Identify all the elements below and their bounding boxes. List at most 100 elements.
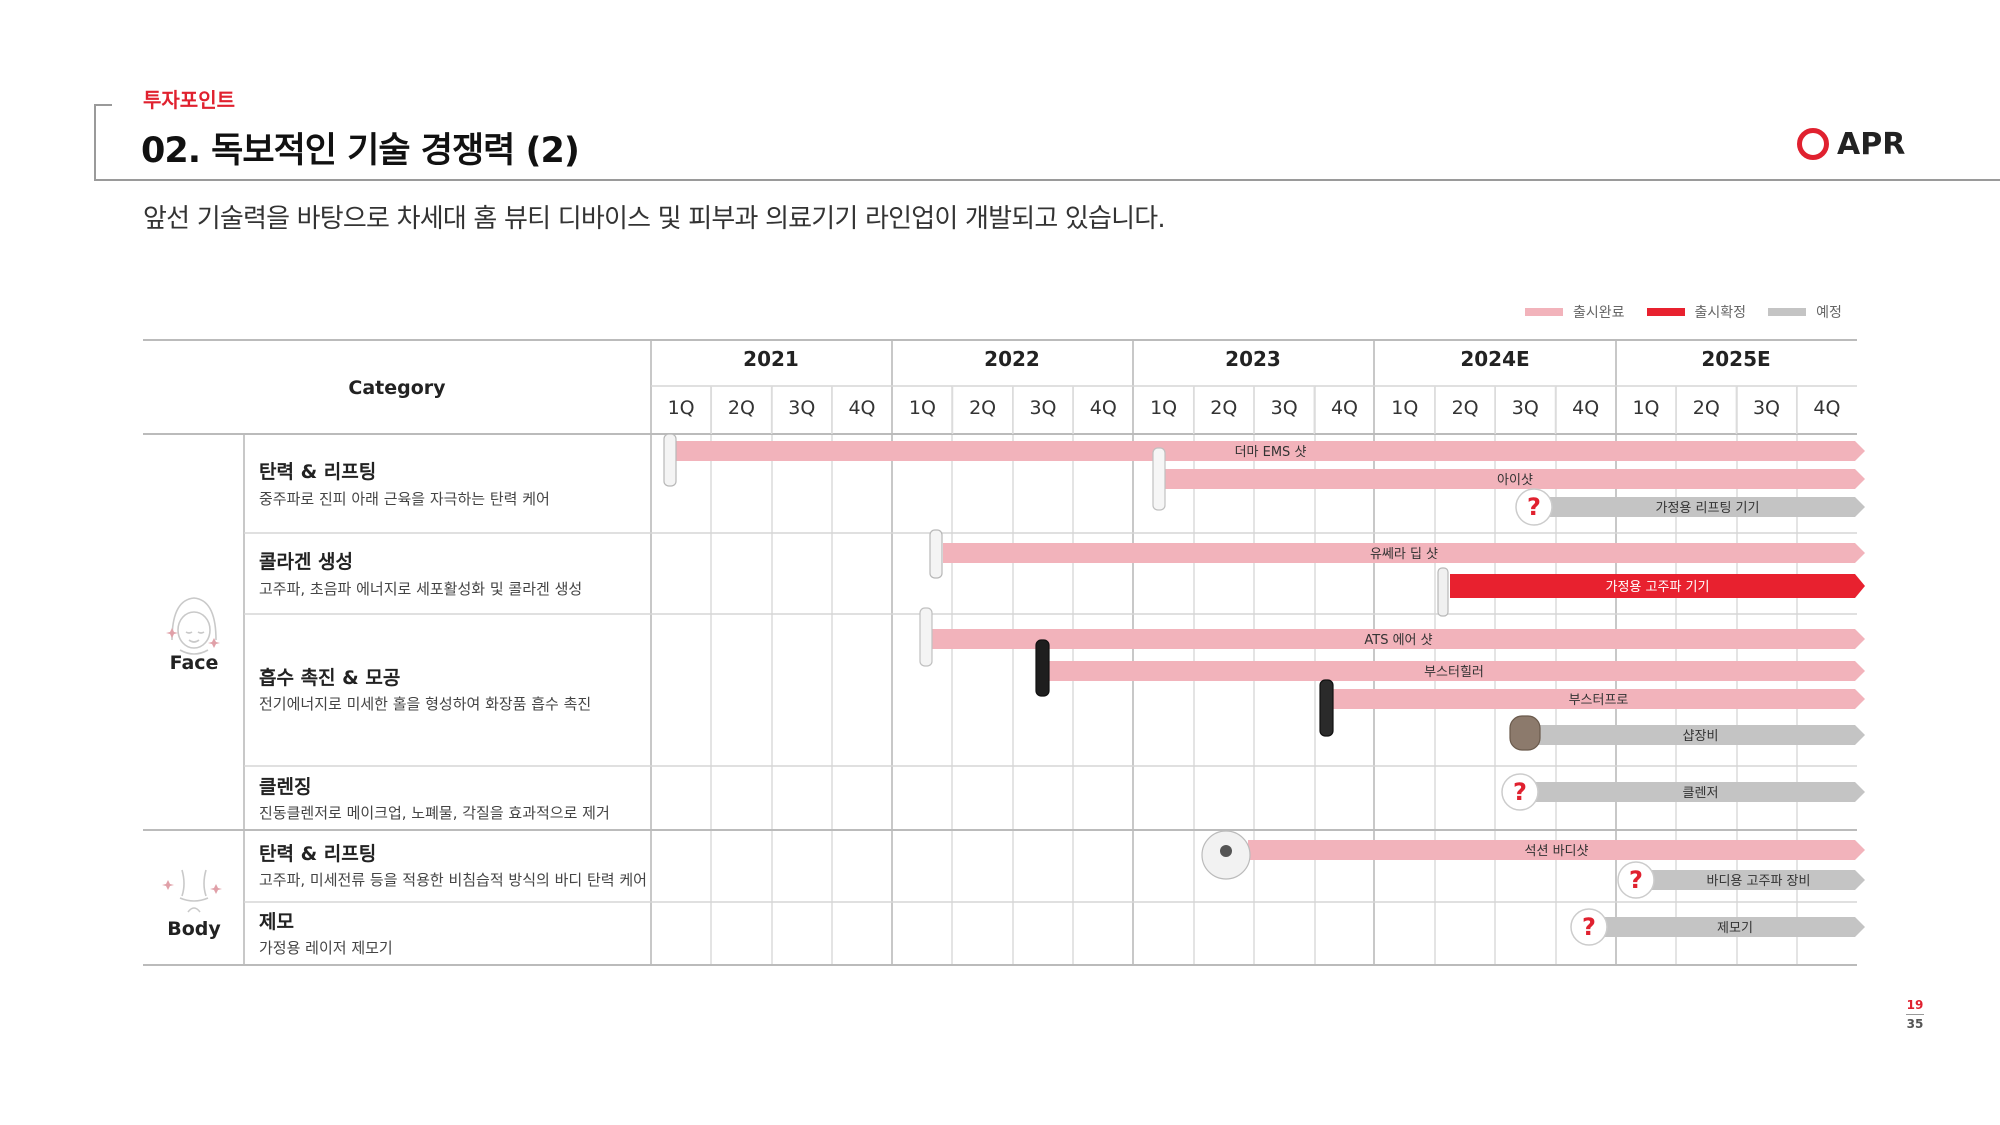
question-mark-icon: ? [1515, 488, 1553, 526]
product-bar [1165, 469, 1865, 489]
product-bar [1652, 870, 1865, 890]
product-bar-label: 제모기 [1717, 921, 1753, 936]
product-bar-label: 바디용 고주파 장비 [1707, 874, 1811, 889]
row-desc: 가정용 레이저 제모기 [259, 939, 393, 957]
question-mark-text: ? [1527, 493, 1541, 521]
product-bar [1550, 497, 1865, 517]
legend-label: 예정 [1816, 305, 1842, 321]
quarter-header: 2Q [728, 397, 755, 419]
row-lines [143, 339, 1857, 966]
legend: 출시완료 출시확정 예정 [1525, 302, 1842, 322]
quarter-header: 1Q [1391, 397, 1418, 419]
quarter-header: 3Q [1271, 397, 1298, 419]
logo-text: APR [1837, 126, 1906, 162]
quarter-header: 3Q [1029, 397, 1056, 419]
device-image-detail [1220, 845, 1232, 857]
product-bar [1450, 574, 1865, 598]
section-label: 투자포인트 [143, 88, 235, 112]
device-image-derma-ems-shot [663, 433, 677, 487]
quarter-header: 1Q [1632, 397, 1659, 419]
quarter-header: 2Q [969, 397, 996, 419]
quarter-header: 1Q [668, 397, 695, 419]
page-number: 19 35 [1900, 998, 1930, 1031]
page-separator [1906, 1014, 1924, 1015]
legend-item-confirmed: 출시확정 [1646, 302, 1747, 322]
quarter-header: 3Q [788, 397, 815, 419]
product-bar [1332, 689, 1865, 709]
row-desc: 진동클렌저로 메이크업, 노폐물, 각질을 효과적으로 제거 [259, 804, 610, 822]
company-logo: APR [1797, 120, 1905, 168]
product-bar-label: 클렌저 [1683, 786, 1719, 801]
product-bar-label: 가정용 고주파 기기 [1606, 580, 1710, 595]
question-mark-icon: ? [1570, 908, 1608, 946]
legend-item-launched: 출시완료 [1525, 302, 1625, 322]
legend-swatch [1646, 308, 1685, 316]
quarter-header: 2Q [1693, 397, 1720, 419]
quarter-header: 4Q [1813, 397, 1840, 419]
question-markers: ???? [1501, 488, 1655, 946]
category-header: Category [348, 377, 446, 399]
product-bar [676, 441, 1865, 461]
row-title: 콜라겐 생성 [259, 551, 353, 573]
header-divider [94, 179, 2000, 181]
legend-swatch [1768, 308, 1807, 316]
year-headers: 2021 2022 2023 2024E 2025E [743, 347, 1771, 371]
header-frame-top [94, 104, 112, 106]
product-bar [932, 629, 1865, 649]
product-bar-label: 석션 바디샷 [1525, 844, 1589, 859]
device-image-booster-healer [1035, 639, 1050, 697]
quarter-header: 2Q [1452, 397, 1479, 419]
question-mark-text: ? [1582, 913, 1596, 941]
question-mark-text: ? [1629, 866, 1643, 894]
device-image-ats-air-shot [919, 607, 933, 667]
device-image-home-rf-device [1437, 567, 1449, 617]
header-frame-left [94, 104, 96, 180]
quarter-headers: 1Q 2Q 3Q 4Q 1Q 2Q 3Q 4Q 1Q 2Q 3Q 4Q 1Q 2Q 3Q 4Q 1Q 2Q 3Q 4Q [668, 386, 1840, 434]
product-bar-label: 유쎄라 딥 샷 [1370, 547, 1438, 562]
legend-label: 출시확정 [1694, 305, 1747, 321]
row-titles: 탄력 & 리프팅 콜라겐 생성 흡수 촉진 & 모공 클렌징 탄력 & 리프팅 … [259, 461, 400, 933]
legend-label: 출시완료 [1573, 305, 1625, 321]
quarter-header: 1Q [1150, 397, 1177, 419]
row-title: 클렌징 [259, 776, 311, 798]
row-title: 제모 [259, 911, 294, 933]
product-bar-label: 부스터프로 [1569, 693, 1629, 708]
year-header-2024e: 2024E [1460, 347, 1529, 371]
year-header-2021: 2021 [743, 347, 799, 371]
device-image-ussera-deep-shot [929, 529, 943, 579]
row-title: 탄력 & 리프팅 [259, 843, 376, 865]
row-descriptions: 중주파로 진피 아래 근육을 자극하는 탄력 케어 고주파, 초음파 에너지로 … [259, 490, 647, 957]
group-label-body: Body [167, 918, 221, 940]
row-title: 탄력 & 리프팅 [259, 461, 376, 483]
device-image-eye-shot [1152, 447, 1166, 511]
row-desc: 중주파로 진피 아래 근육을 자극하는 탄력 케어 [259, 490, 550, 508]
legend-item-planned: 예정 [1768, 302, 1842, 322]
product-bar [1536, 725, 1865, 745]
quarter-header: 4Q [1090, 397, 1117, 419]
face-icon [166, 597, 220, 655]
question-mark-icon: ? [1617, 861, 1655, 899]
product-bar [1536, 782, 1865, 802]
quarter-header: 4Q [1331, 397, 1358, 419]
quarter-header: 3Q [1512, 397, 1539, 419]
product-bar [1605, 917, 1865, 937]
quarter-header: 1Q [909, 397, 936, 419]
row-desc: 고주파, 초음파 에너지로 세포활성화 및 콜라겐 생성 [259, 580, 582, 598]
body-icon [162, 869, 222, 913]
row-desc: 고주파, 미세전류 등을 적용한 비침습적 방식의 바디 탄력 케어 [259, 871, 647, 889]
product-bar [1248, 840, 1865, 860]
question-mark-text: ? [1513, 778, 1527, 806]
question-mark-icon: ? [1501, 773, 1539, 811]
page-current: 19 [1906, 998, 1924, 1012]
row-desc: 전기에너지로 미세한 홀을 형성하여 화장품 흡수 촉진 [259, 695, 591, 713]
product-bar [943, 543, 1865, 563]
device-image-shop-equipment [1509, 715, 1541, 751]
group-label-face: Face [170, 652, 219, 674]
page-title: 02. 독보적인 기술 경쟁력 (2) [141, 131, 580, 171]
legend-swatch [1525, 308, 1563, 316]
quarter-header: 4Q [1572, 397, 1599, 419]
product-bar-label: ATS 에어 샷 [1364, 633, 1432, 648]
year-header-2025e: 2025E [1701, 347, 1770, 371]
row-title: 흡수 촉진 & 모공 [259, 666, 400, 689]
